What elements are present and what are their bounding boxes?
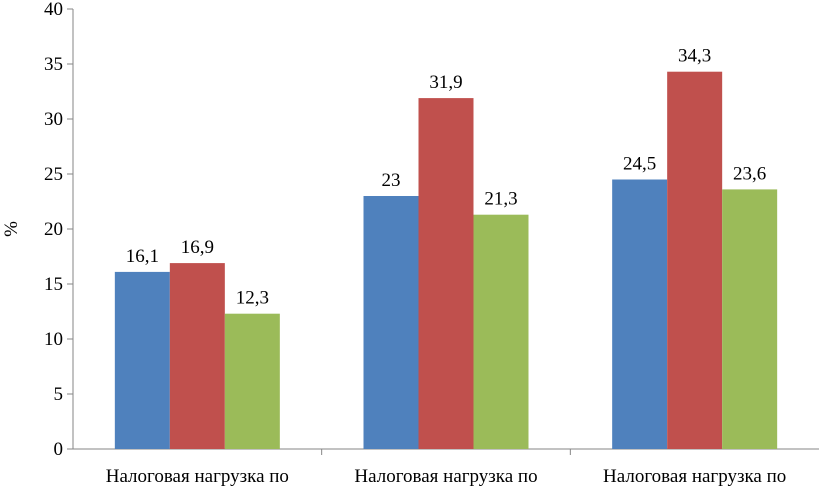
bars (114, 71, 778, 449)
data-labels: 16,1 16,9 12,3 23 31,9 21,3 24,5 34,3 23,6 (126, 46, 767, 309)
bar-data-label: 21,3 (484, 189, 517, 210)
y-tick-label: 5 (54, 384, 64, 405)
y-tick-label: 20 (44, 219, 63, 240)
y-tick-label: 15 (44, 274, 63, 295)
bar-data-label: 16,1 (126, 246, 159, 267)
x-category-label: Налоговая нагрузка по (603, 466, 786, 487)
bar-data-label: 16,9 (181, 237, 214, 258)
bar-data-label: 23,6 (733, 163, 766, 184)
bar (224, 313, 280, 449)
y-tick-label: 25 (44, 164, 63, 185)
x-category-label: Налоговая нагрузка по (354, 466, 537, 487)
y-tick-label: 40 (44, 0, 63, 20)
bar-data-label: 31,9 (429, 72, 462, 93)
bar (473, 214, 529, 449)
x-axis: Налоговая нагрузка по Налоговая нагрузка … (73, 448, 819, 487)
y-tick-label: 30 (44, 109, 63, 130)
bar (169, 263, 225, 449)
bar (363, 196, 419, 449)
bar-data-label: 34,3 (678, 46, 711, 67)
y-tick-label: 0 (54, 439, 64, 460)
bar (722, 189, 778, 449)
bar-data-label: 12,3 (236, 288, 269, 309)
bar-data-label: 23 (382, 170, 401, 191)
y-axis: 0 5 10 15 20 25 30 35 40 (44, 0, 74, 460)
bar (667, 71, 723, 449)
y-tick-label: 35 (44, 54, 63, 75)
bar (418, 98, 474, 449)
x-category-label: Налоговая нагрузка по (106, 466, 289, 487)
bar (612, 179, 668, 449)
y-tick-label: 10 (44, 329, 63, 350)
bar-data-label: 24,5 (623, 154, 656, 175)
y-axis-label: % (1, 221, 22, 237)
bar (114, 271, 170, 449)
